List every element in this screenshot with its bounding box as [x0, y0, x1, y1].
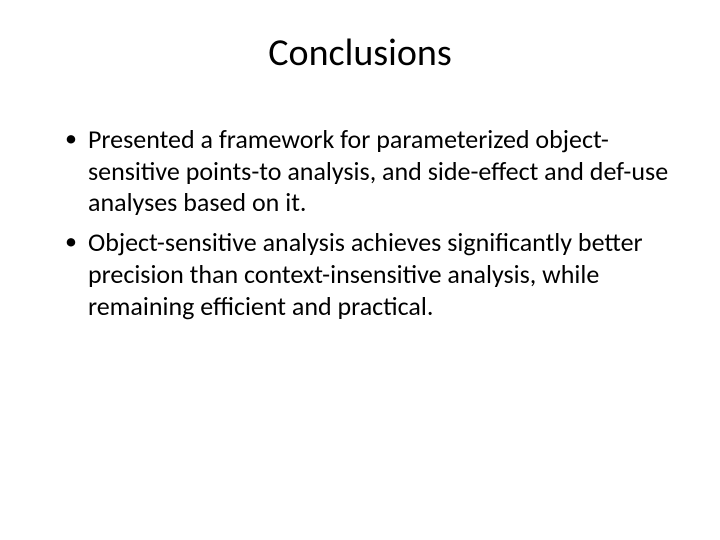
slide-title: Conclusions	[50, 30, 670, 76]
bullet-list: Presented a framework for parameterized …	[60, 124, 670, 322]
slide-container: Conclusions Presented a framework for pa…	[0, 0, 720, 540]
bullet-item: Presented a framework for parameterized …	[60, 124, 670, 219]
bullet-item: Object-sensitive analysis achieves signi…	[60, 227, 670, 322]
slide-content: Presented a framework for parameterized …	[50, 124, 670, 322]
